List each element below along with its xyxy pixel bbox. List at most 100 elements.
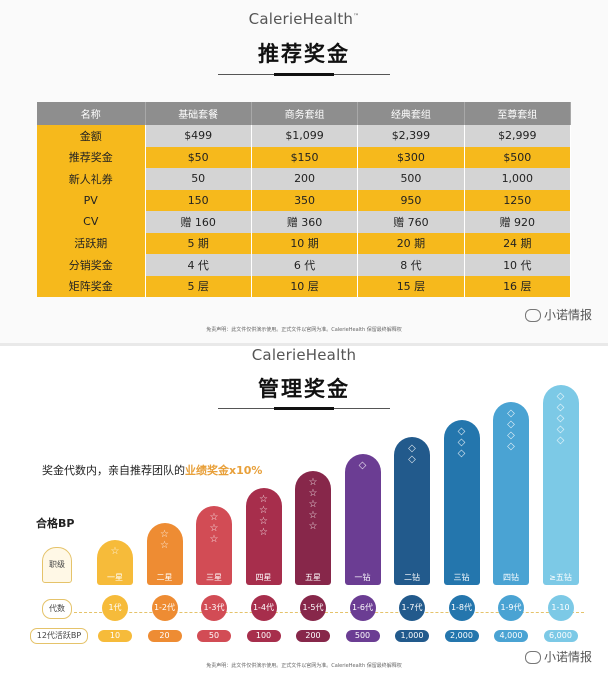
table-cell: 20 期 — [357, 232, 465, 254]
table-row: 金额 $499 $1,099 $2,399 $2,999 — [37, 125, 572, 147]
table-header-cell: 经典套组 — [357, 102, 465, 125]
star-icon: ☆ — [110, 546, 120, 557]
generation-badge: 1-6代 — [349, 595, 376, 621]
watermark-2: 小诺情报 — [524, 648, 592, 665]
rank-bar — [295, 471, 331, 585]
bonus-description: 奖金代数内，亲自推荐团队的业绩奖金x10% — [42, 464, 263, 477]
star-icon: ☆ ☆ ☆ ☆ — [259, 494, 268, 539]
table-row: CV 赠 160 赠 360 赠 760 赠 920 — [37, 211, 572, 233]
wechat-icon — [524, 651, 541, 664]
bp-badge: 10 — [98, 630, 132, 642]
disclaimer: 免责声明：此文件仅供演示使用。正式文件以官网为准。CalerieHealth 保… — [206, 327, 402, 333]
brand-logo: CalerieHealth™ — [248, 10, 360, 28]
rank-name: 一钻 — [354, 573, 371, 582]
bp-badge: 1,000 — [395, 630, 429, 642]
row-label: 活跃期 — [37, 232, 146, 254]
disclaimer-2: 免责声明：此文件仅供演示使用。正式文件以官网为准。CalerieHealth 保… — [206, 663, 402, 669]
table-row: PV 150 350 950 1250 — [37, 189, 572, 211]
table-cell: $1,099 — [251, 125, 359, 147]
row-label: CV — [37, 211, 146, 233]
rank-name: ≥五钻 — [549, 573, 572, 582]
table-cell: 4 代 — [145, 254, 252, 276]
level-label: 职级 — [42, 547, 72, 583]
generation-badge: 1-10代 — [547, 595, 574, 638]
rank-bar — [394, 436, 430, 585]
table-row: 活跃期 5 期 10 期 20 期 24 期 — [37, 232, 572, 254]
section-title: 管理奖金 — [258, 377, 350, 401]
bp-badge: 50 — [197, 630, 231, 642]
watermark: 小诺情报 — [524, 306, 592, 323]
wechat-icon — [524, 309, 541, 322]
row-label: 金额 — [37, 125, 146, 147]
table-cell: 1,000 — [464, 168, 572, 190]
rank-name: 三钻 — [453, 573, 470, 582]
row-label: 新人礼券 — [37, 168, 146, 190]
table-cell: 50 — [145, 168, 252, 190]
active-bp-label: 12代活跃BP — [30, 628, 88, 644]
rank-bar — [245, 488, 282, 585]
referral-bonus-panel: CalerieHealth™ 推荐奖金 名称 基础套餐 商务套组 经典套组 至尊套组 金… — [37, 10, 592, 333]
table-cell: $150 — [251, 146, 359, 168]
rank-name: 四星 — [255, 573, 272, 582]
rank-bar — [97, 540, 133, 585]
rank-bar — [344, 454, 381, 585]
table-cell: 24 期 — [464, 232, 572, 254]
rank-name: 三星 — [206, 573, 222, 582]
row-label: 分销奖金 — [37, 254, 146, 276]
rank-name: 五星 — [305, 573, 321, 582]
star-icon: ☆ ☆ ☆ — [209, 511, 219, 545]
rank-name: 四钻 — [503, 573, 519, 582]
generation-label: 代数 — [42, 599, 72, 619]
table-cell: 10 期 — [251, 232, 359, 254]
table-cell: 10 代 — [464, 254, 572, 276]
qualify-label: 合格BP — [36, 517, 75, 530]
generation-badge: 1-8代 — [448, 595, 475, 621]
generation-badge: 1-9代 — [498, 595, 524, 621]
rank-name: 二星 — [156, 573, 173, 582]
row-label: PV — [37, 189, 146, 211]
table-cell: $50 — [145, 146, 252, 168]
title-underline-2 — [218, 407, 390, 410]
rank-bar — [146, 522, 183, 585]
diamond-icon: ◇ ◇ — [408, 442, 416, 465]
rank-bar — [196, 505, 232, 585]
bp-badge: 100 — [246, 630, 281, 642]
table-cell: 16 层 — [464, 275, 572, 297]
table-cell: 5 层 — [145, 275, 252, 297]
rank-bar — [443, 419, 480, 585]
table-cell: 150 — [145, 189, 252, 211]
generation-badge: 1-3代 — [201, 595, 227, 621]
rank-name: 二钻 — [404, 573, 420, 582]
star-icon: ☆ ☆ — [160, 528, 169, 551]
title-underline — [218, 73, 390, 76]
table-cell: 赠 920 — [464, 211, 572, 233]
table-row: 矩阵奖金 5 层 10 层 15 层 16 层 — [37, 275, 572, 297]
table-cell: 10 层 — [251, 275, 359, 297]
rank-bar — [493, 402, 529, 585]
table-header-cell: 名称 — [37, 102, 146, 125]
table-header-cell: 基础套餐 — [145, 102, 252, 125]
table-cell: 350 — [251, 189, 359, 211]
diamond-icon: ◇ — [358, 460, 367, 471]
rank-bar — [542, 385, 579, 585]
diamond-icon: ◇ ◇ ◇ ◇ ◇ — [556, 391, 565, 447]
table-row: 推荐奖金 $50 $150 $300 $500 — [37, 146, 572, 168]
table-cell: 6 代 — [251, 254, 359, 276]
divider — [0, 343, 608, 346]
table-cell: $300 — [357, 146, 465, 168]
table-cell: $499 — [145, 125, 252, 147]
bp-badge: 4,000 — [494, 630, 528, 642]
diamond-icon: ◇ ◇ ◇ — [457, 425, 466, 459]
bp-badge: 20 — [147, 630, 182, 642]
table-header-cell: 商务套组 — [251, 102, 359, 125]
table-cell: 赠 360 — [251, 211, 359, 233]
table-row: 新人礼券 50 200 500 1,000 — [37, 168, 572, 190]
row-label: 推荐奖金 — [37, 146, 146, 168]
table-cell: 200 — [251, 168, 359, 190]
table-cell: 950 — [357, 189, 465, 211]
table-cell: 赠 760 — [357, 211, 465, 233]
table-body: 金额 $499 $1,099 $2,399 $2,999 推荐奖金 $50 $150 $300 $… — [37, 125, 572, 297]
rank-name: 一星 — [107, 573, 123, 582]
bp-badge: 2,000 — [444, 630, 479, 642]
